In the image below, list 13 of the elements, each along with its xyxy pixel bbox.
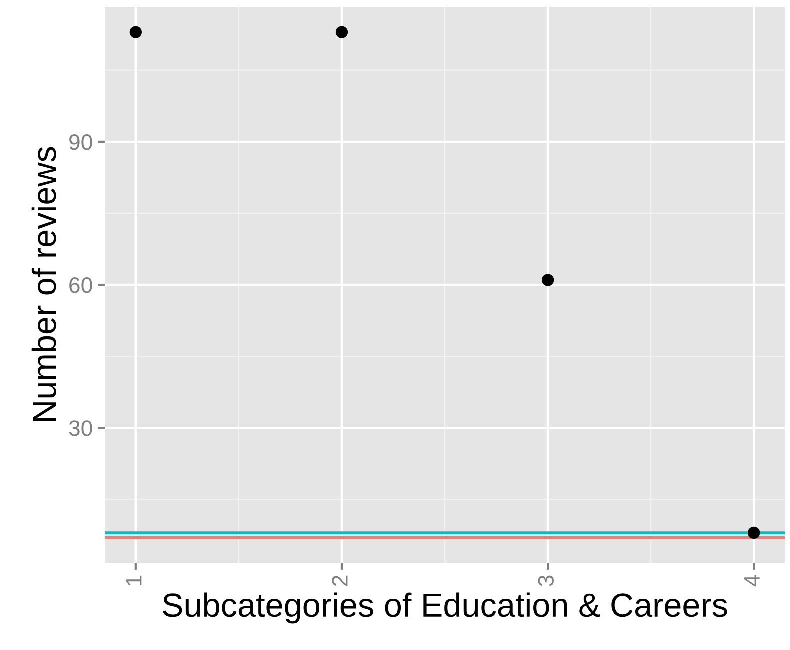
x-axis-title: Subcategories of Education & Careers — [163, 592, 728, 624]
y-axis-title: Number of reviews — [32, 147, 56, 422]
x-tick-label: 2 — [332, 576, 348, 586]
point — [748, 526, 760, 540]
point — [542, 274, 554, 286]
y-tick-label: 60 — [70, 278, 92, 294]
point — [336, 26, 348, 38]
y-tick-label: 30 — [69, 420, 92, 436]
x-tick-label: 1 — [126, 576, 142, 586]
x-tick-label: 3 — [538, 576, 554, 586]
y-tick-label: 90 — [70, 134, 92, 150]
point — [130, 26, 142, 38]
x-tick-label: 4 — [744, 575, 760, 587]
